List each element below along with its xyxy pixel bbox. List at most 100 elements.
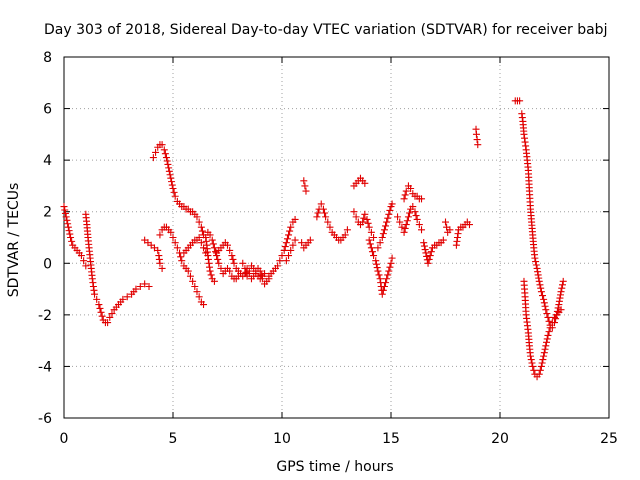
- data-point: [542, 342, 550, 350]
- data-point: [538, 359, 546, 367]
- data-point: [387, 259, 395, 267]
- data-point: [193, 213, 201, 221]
- data-point: [63, 216, 71, 224]
- data-point: [274, 262, 282, 270]
- data-point: [108, 310, 116, 318]
- data-point: [82, 262, 90, 270]
- data-point: [193, 288, 201, 296]
- data-point: [80, 257, 88, 265]
- data-point: [212, 248, 220, 256]
- data-point: [210, 244, 218, 252]
- data-point: [379, 286, 387, 294]
- data-point: [169, 234, 177, 241]
- y-tick-label: 2: [43, 205, 52, 221]
- data-point: [465, 221, 473, 229]
- data-point: [169, 185, 177, 193]
- axis-ticks: 0 5 10 15 20 25 -6 -4 -2 0 2 4 6 8: [38, 50, 618, 447]
- data-point: [301, 182, 309, 190]
- data-point: [361, 210, 369, 218]
- data-point: [321, 209, 329, 217]
- series-s19: [350, 208, 378, 241]
- data-point: [60, 203, 68, 211]
- data-point: [198, 227, 206, 235]
- data-point: [250, 272, 258, 280]
- data-point: [281, 243, 289, 251]
- data-point: [197, 223, 205, 231]
- data-markers: [60, 97, 567, 381]
- data-point: [200, 301, 208, 309]
- data-point: [282, 257, 290, 265]
- data-point: [382, 279, 390, 287]
- chart-title: Day 303 of 2018, Sidereal Day-to-day VTE…: [44, 22, 607, 38]
- data-point: [383, 275, 391, 283]
- data-point: [400, 195, 408, 203]
- data-point: [360, 214, 368, 222]
- data-point: [195, 293, 203, 301]
- data-point: [403, 217, 411, 225]
- data-point: [166, 171, 174, 179]
- data-point: [401, 191, 409, 199]
- x-tick-label: 0: [60, 431, 69, 447]
- data-point: [98, 312, 106, 320]
- data-point: [282, 239, 290, 247]
- data-point: [546, 324, 554, 332]
- data-point: [132, 285, 140, 293]
- series-s06: [156, 223, 208, 309]
- data-point: [215, 259, 223, 267]
- series-s27: [472, 125, 482, 149]
- series-s26: [452, 218, 473, 249]
- data-point: [257, 271, 265, 279]
- data-point: [229, 255, 237, 263]
- data-point: [411, 208, 419, 216]
- data-point: [64, 223, 72, 231]
- data-point: [539, 292, 547, 300]
- data-point: [386, 206, 394, 214]
- y-axis-label: SDTVAR / TECUs: [6, 183, 22, 298]
- data-point: [382, 222, 390, 230]
- series-s13: [265, 215, 299, 280]
- data-point: [473, 136, 481, 144]
- data-point: [95, 301, 103, 309]
- data-point: [173, 244, 181, 252]
- data-point: [398, 223, 406, 231]
- data-point: [374, 244, 382, 252]
- data-point: [352, 213, 360, 221]
- series-s15: [300, 177, 310, 195]
- series-s28: [511, 97, 524, 105]
- data-point: [527, 356, 535, 364]
- data-point: [400, 228, 408, 236]
- data-point: [363, 215, 371, 223]
- data-point: [62, 213, 70, 221]
- data-point: [154, 246, 162, 254]
- y-tick-label: -6: [38, 411, 52, 427]
- data-point: [191, 282, 199, 290]
- data-point: [388, 200, 396, 208]
- data-point: [378, 234, 386, 241]
- data-point: [424, 259, 432, 267]
- data-point: [302, 187, 310, 195]
- grid-lines: [64, 57, 609, 418]
- data-point: [536, 281, 544, 289]
- data-point: [532, 261, 540, 269]
- data-point: [374, 267, 382, 275]
- data-point: [341, 231, 349, 239]
- data-point: [422, 249, 430, 257]
- data-point: [68, 237, 76, 245]
- y-tick-label: 0: [43, 256, 52, 272]
- data-point: [413, 215, 421, 223]
- data-point: [314, 209, 322, 217]
- data-point: [545, 317, 553, 325]
- data-point: [557, 306, 565, 314]
- data-point: [442, 218, 449, 226]
- data-point: [91, 290, 99, 298]
- data-point: [376, 239, 384, 247]
- data-point: [104, 319, 112, 327]
- data-point: [367, 244, 375, 252]
- data-point: [289, 241, 297, 249]
- data-point: [119, 295, 127, 303]
- data-point: [324, 218, 332, 226]
- data-point: [228, 252, 236, 260]
- data-point: [554, 304, 562, 312]
- data-point: [361, 179, 369, 187]
